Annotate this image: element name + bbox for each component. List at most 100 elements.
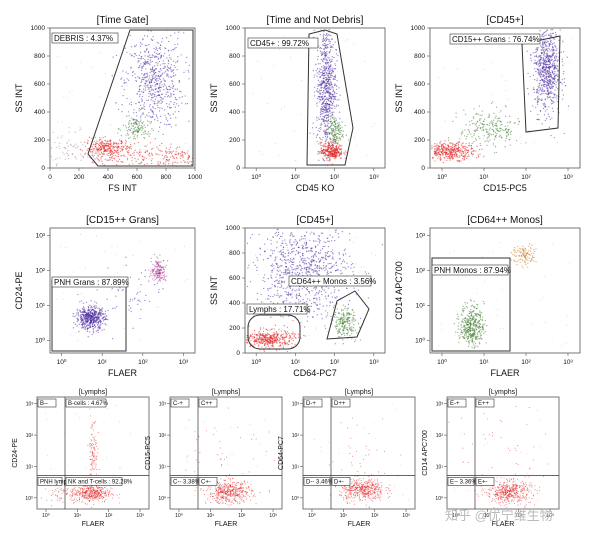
event-dot <box>281 108 282 110</box>
event-dot <box>461 130 464 132</box>
event-dot <box>153 47 155 50</box>
event-dot <box>114 307 116 309</box>
event-dot <box>82 314 85 317</box>
event-dot <box>327 82 330 85</box>
event-dot <box>99 324 101 326</box>
event-dot <box>149 64 151 66</box>
event-dot <box>326 102 329 105</box>
event-dot <box>137 67 140 69</box>
event-dot <box>334 289 336 291</box>
event-dot <box>341 135 343 138</box>
event-dot <box>357 289 360 291</box>
event-dot <box>329 45 332 47</box>
event-dot <box>149 103 151 106</box>
event-dot <box>541 90 543 92</box>
event-dot <box>141 113 143 116</box>
event-dot <box>109 140 112 143</box>
event-dot <box>447 153 450 156</box>
event-dot <box>294 159 296 161</box>
event-dot <box>494 123 497 125</box>
event-dot <box>160 44 162 47</box>
panel-title: [Time and Not Debris] <box>267 15 364 26</box>
event-dot <box>314 303 316 305</box>
event-dot <box>544 83 546 86</box>
event-dot <box>167 67 169 69</box>
event-dot <box>143 106 145 108</box>
event-dot <box>325 55 328 57</box>
event-dot <box>551 66 554 68</box>
event-dot <box>544 105 546 107</box>
event-dot <box>540 57 542 59</box>
event-dot <box>551 78 554 80</box>
event-dot <box>327 126 330 128</box>
event-dot <box>461 145 463 148</box>
event-dot <box>450 142 452 144</box>
event-dot <box>184 280 186 282</box>
event-dot <box>538 84 541 86</box>
event-dot <box>451 153 453 155</box>
event-dot <box>87 310 89 312</box>
event-dot <box>328 156 330 158</box>
event-dot <box>328 83 330 86</box>
event-dot <box>336 136 338 138</box>
event-dot <box>301 80 303 82</box>
event-dot <box>157 277 159 279</box>
event-dot <box>81 320 84 322</box>
event-dot <box>142 126 144 128</box>
event-dot <box>107 325 109 327</box>
event-dot <box>323 289 325 291</box>
event-dot <box>146 85 149 87</box>
event-dot <box>552 64 554 66</box>
event-dot <box>337 104 340 107</box>
event-dot <box>127 128 130 131</box>
event-dot <box>548 91 550 93</box>
event-dot <box>158 76 161 78</box>
event-dot <box>320 87 323 89</box>
event-dot <box>537 56 539 58</box>
event-dot <box>540 49 542 51</box>
event-dot <box>319 101 321 103</box>
event-dot <box>167 91 169 93</box>
event-dot <box>319 137 321 139</box>
event-dot <box>170 64 173 66</box>
event-dot <box>537 90 539 92</box>
event-dot <box>539 63 542 65</box>
event-dot <box>553 56 556 58</box>
event-dot <box>135 160 137 163</box>
event-dot <box>549 72 551 74</box>
event-dot <box>488 129 491 131</box>
event-dot <box>134 130 136 133</box>
event-dot <box>331 56 333 58</box>
event-dot <box>140 339 142 341</box>
event-dot <box>544 43 547 46</box>
event-dot <box>335 117 337 119</box>
event-dot <box>321 106 324 109</box>
event-dot <box>111 156 113 158</box>
event-dot <box>326 132 329 135</box>
event-dot <box>510 130 513 132</box>
event-dot <box>187 154 189 156</box>
event-dot <box>329 83 331 86</box>
event-dot <box>328 79 330 81</box>
event-dot <box>125 148 128 151</box>
event-dot <box>175 151 177 153</box>
event-dot <box>171 70 174 72</box>
event-dot <box>98 160 101 162</box>
event-dot <box>328 143 330 146</box>
event-dot <box>185 69 186 71</box>
event-dot <box>332 256 334 258</box>
event-dot <box>539 109 542 112</box>
event-dot <box>447 144 449 146</box>
event-dot <box>326 33 328 35</box>
event-dot <box>178 79 181 82</box>
event-dot <box>110 151 113 153</box>
event-dot <box>457 144 460 147</box>
event-dot <box>325 59 327 61</box>
event-dot <box>114 145 117 148</box>
event-dot <box>75 331 77 333</box>
event-dot <box>322 151 325 153</box>
event-dot <box>323 120 325 122</box>
event-dot <box>547 80 550 82</box>
event-dot <box>473 122 475 125</box>
event-dot <box>145 133 147 135</box>
